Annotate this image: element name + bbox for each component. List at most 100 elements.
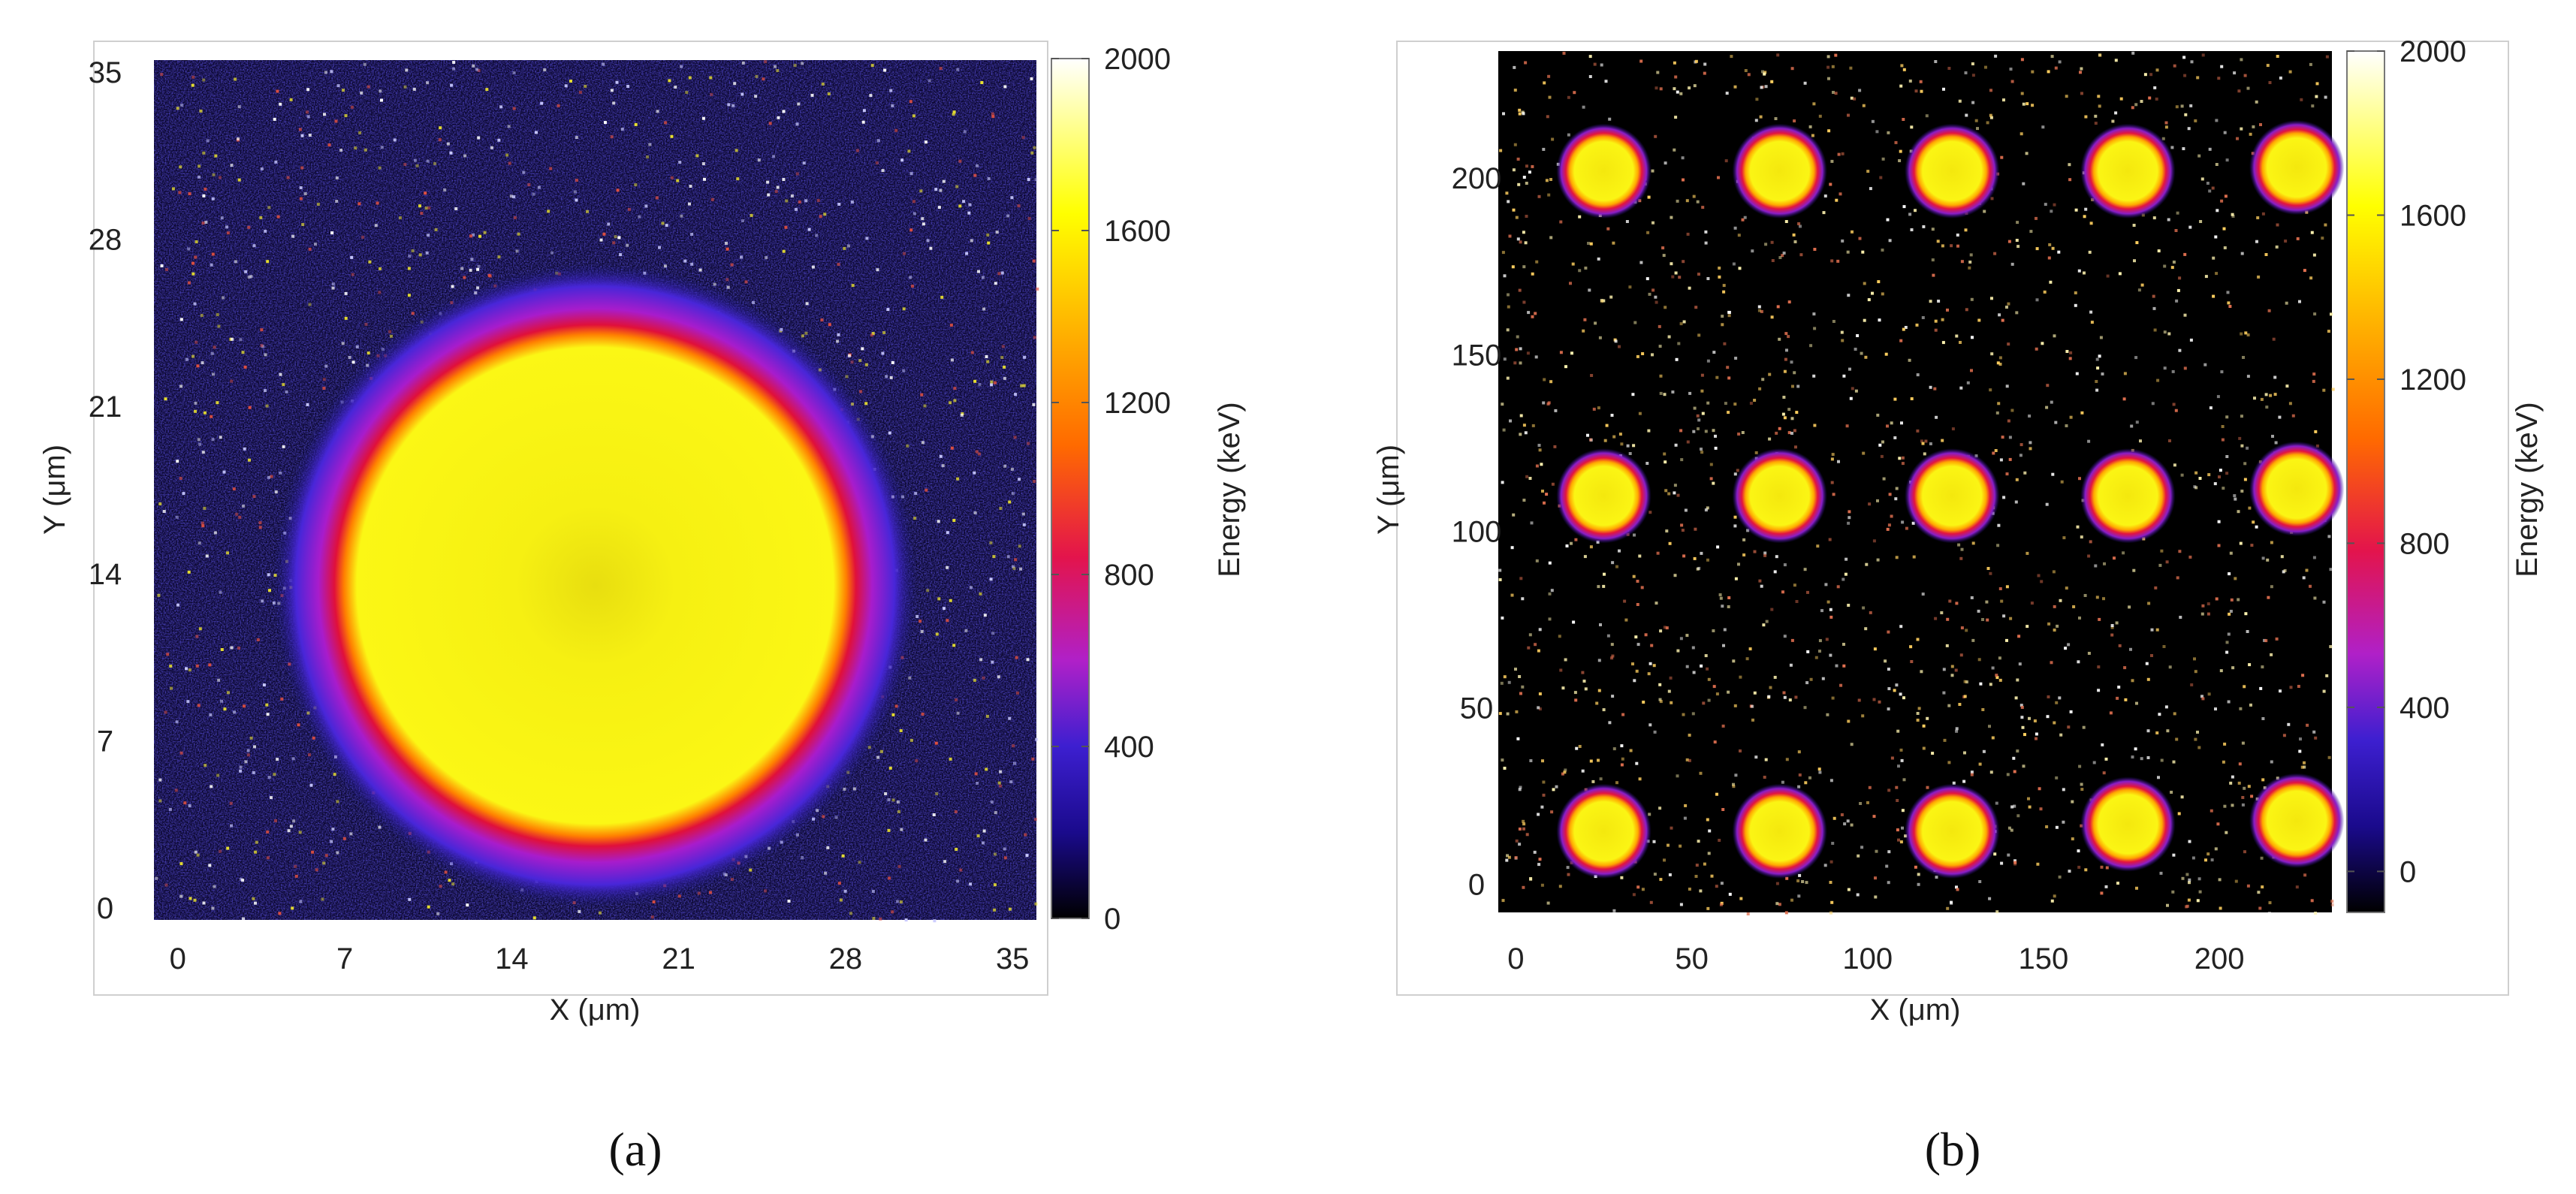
noise-pixel <box>300 134 304 137</box>
noise-pixel <box>2019 454 2022 457</box>
noise-pixel <box>460 267 464 270</box>
noise-pixel <box>1829 779 1833 782</box>
noise-pixel <box>804 331 808 335</box>
noise-pixel <box>2194 670 2197 674</box>
noise-pixel <box>858 861 861 864</box>
noise-pixel <box>928 79 931 83</box>
noise-pixel <box>1588 75 1592 78</box>
noise-pixel <box>1010 467 1014 471</box>
noise-pixel <box>925 488 928 492</box>
noise-pixel <box>222 296 225 300</box>
noise-pixel <box>2089 540 2092 544</box>
noise-pixel <box>1805 681 1809 685</box>
noise-pixel <box>2163 366 2167 370</box>
noise-pixel <box>2022 764 2026 768</box>
noise-pixel <box>1651 353 1654 357</box>
noise-pixel <box>351 360 355 364</box>
noise-pixel <box>1734 773 1738 777</box>
noise-pixel <box>1609 295 1613 299</box>
noise-pixel <box>2322 388 2326 392</box>
noise-pixel <box>1829 182 1832 186</box>
noise-pixel <box>2092 761 2096 764</box>
noise-pixel <box>1768 437 1772 441</box>
noise-pixel <box>698 268 702 272</box>
noise-pixel <box>1706 667 1709 671</box>
noise-pixel <box>2188 878 2191 882</box>
noise-pixel <box>378 291 382 294</box>
noise-pixel <box>2310 899 2314 903</box>
noise-pixel <box>164 397 167 401</box>
noise-pixel <box>1696 414 1700 418</box>
noise-pixel <box>1773 676 1777 679</box>
noise-pixel <box>1943 738 1947 742</box>
noise-pixel <box>1763 553 1767 557</box>
noise-pixel <box>2074 303 2077 307</box>
noise-pixel <box>1534 312 1537 315</box>
noise-pixel <box>1864 355 1868 359</box>
noise-pixel <box>1941 341 1945 345</box>
noise-pixel <box>1606 227 1610 231</box>
noise-pixel <box>2298 749 2302 753</box>
noise-pixel <box>2271 435 2274 438</box>
noise-pixel <box>921 217 925 221</box>
noise-pixel <box>1034 178 1038 182</box>
noise-pixel <box>2215 272 2219 276</box>
noise-pixel <box>532 192 535 196</box>
noise-pixel <box>1863 282 1866 285</box>
noise-pixel <box>731 104 735 107</box>
noise-pixel <box>674 86 677 89</box>
noise-pixel <box>232 487 236 491</box>
noise-pixel <box>1517 182 1521 186</box>
noise-pixel <box>1626 444 1630 448</box>
noise-pixel <box>2243 786 2246 790</box>
noise-pixel <box>922 222 925 226</box>
noise-pixel <box>2225 415 2229 419</box>
panel-b-x-ticks: 0 50 100 150 200 <box>1507 942 2244 975</box>
noise-pixel <box>1970 297 1974 301</box>
noise-pixel <box>935 792 939 795</box>
noise-pixel <box>2160 758 2164 762</box>
noise-pixel <box>1708 829 1712 833</box>
noise-pixel <box>805 302 809 306</box>
noise-pixel <box>2226 291 2230 294</box>
noise-pixel <box>1947 761 1951 764</box>
noise-pixel <box>336 84 340 88</box>
noise-pixel <box>586 210 589 213</box>
noise-pixel <box>1602 584 1606 588</box>
noise-pixel <box>1581 769 1585 773</box>
noise-pixel <box>1629 749 1633 752</box>
noise-pixel <box>2324 223 2327 227</box>
noise-pixel <box>1537 649 1540 653</box>
noise-pixel <box>306 403 309 406</box>
noise-pixel <box>1929 300 1932 303</box>
noise-pixel <box>1734 357 1738 360</box>
noise-pixel <box>194 409 197 413</box>
noise-pixel <box>1842 643 1845 646</box>
noise-pixel <box>1847 113 1850 117</box>
noise-pixel <box>2257 891 2261 894</box>
noise-pixel <box>923 404 927 408</box>
noise-pixel <box>575 136 578 139</box>
noise-pixel <box>912 114 915 118</box>
noise-pixel <box>2312 253 2316 257</box>
noise-pixel <box>259 216 263 219</box>
noise-pixel <box>1686 440 1690 444</box>
noise-pixel <box>1682 320 1686 324</box>
noise-pixel <box>1589 545 1593 549</box>
noise-pixel <box>2264 639 2268 643</box>
noise-pixel <box>1872 815 1876 819</box>
noise-pixel <box>2027 797 2030 801</box>
noise-pixel <box>2017 635 2021 638</box>
noise-pixel <box>1812 102 1816 106</box>
noise-pixel <box>1978 762 1982 766</box>
noise-pixel <box>1648 511 1652 514</box>
noise-pixel <box>2019 132 2023 136</box>
noise-pixel <box>276 89 279 93</box>
noise-pixel <box>1922 724 1926 728</box>
noise-pixel <box>797 102 801 106</box>
noise-pixel <box>1981 708 1985 711</box>
noise-pixel <box>2218 475 2221 479</box>
noise-pixel <box>291 757 295 761</box>
noise-pixel <box>958 159 962 163</box>
noise-pixel <box>2171 369 2175 373</box>
